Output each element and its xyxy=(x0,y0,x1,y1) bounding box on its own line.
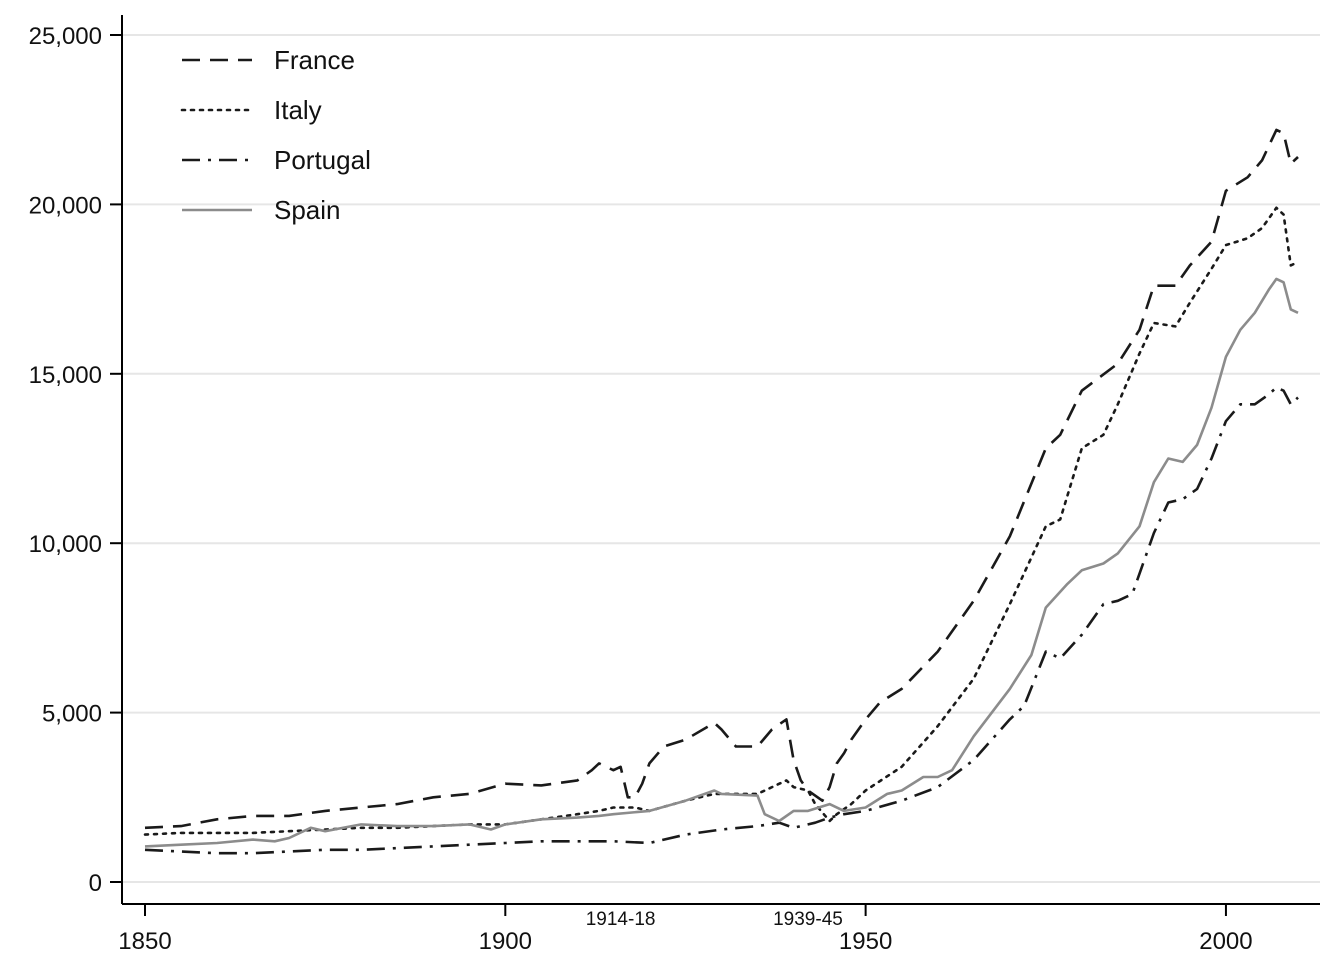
series-line-italy xyxy=(143,206,1300,836)
x-tick-label-1950: 1950 xyxy=(839,928,892,955)
y-tick-label-10000: 10,000 xyxy=(29,531,102,558)
x-tick-label-1850: 1850 xyxy=(118,928,171,955)
gridlines xyxy=(122,34,1320,883)
legend-label-spain: Spain xyxy=(274,195,341,225)
y-tick-label-15000: 15,000 xyxy=(29,362,102,389)
x-axis-ticks: 1850 1900 1950 2000 xyxy=(118,904,1253,955)
annotation-1939-45: 1939-45 xyxy=(773,909,843,930)
series-line-spain xyxy=(144,277,1299,848)
series-line-france xyxy=(144,128,1299,830)
y-axis-ticks: 0 5,000 10,000 15,000 20,000 25,000 xyxy=(29,23,122,897)
period-annotations: 1914-18 1939-45 xyxy=(586,909,843,930)
x-tick-label-2000: 2000 xyxy=(1199,928,1252,955)
y-tick-label-0: 0 xyxy=(89,870,102,897)
y-tick-label-25000: 25,000 xyxy=(29,23,102,50)
legend-label-france: France xyxy=(274,45,355,75)
legend-label-italy: Italy xyxy=(274,95,322,125)
series-lines xyxy=(143,128,1300,855)
legend: France Italy Portugal Spain xyxy=(180,45,371,225)
legend-label-portugal: Portugal xyxy=(274,145,371,175)
y-tick-label-5000: 5,000 xyxy=(42,701,102,728)
x-tick-label-1900: 1900 xyxy=(479,928,532,955)
annotation-1914-18: 1914-18 xyxy=(586,909,656,930)
y-tick-label-20000: 20,000 xyxy=(29,192,102,219)
series-line-portugal xyxy=(144,386,1299,855)
axes xyxy=(121,15,1320,905)
